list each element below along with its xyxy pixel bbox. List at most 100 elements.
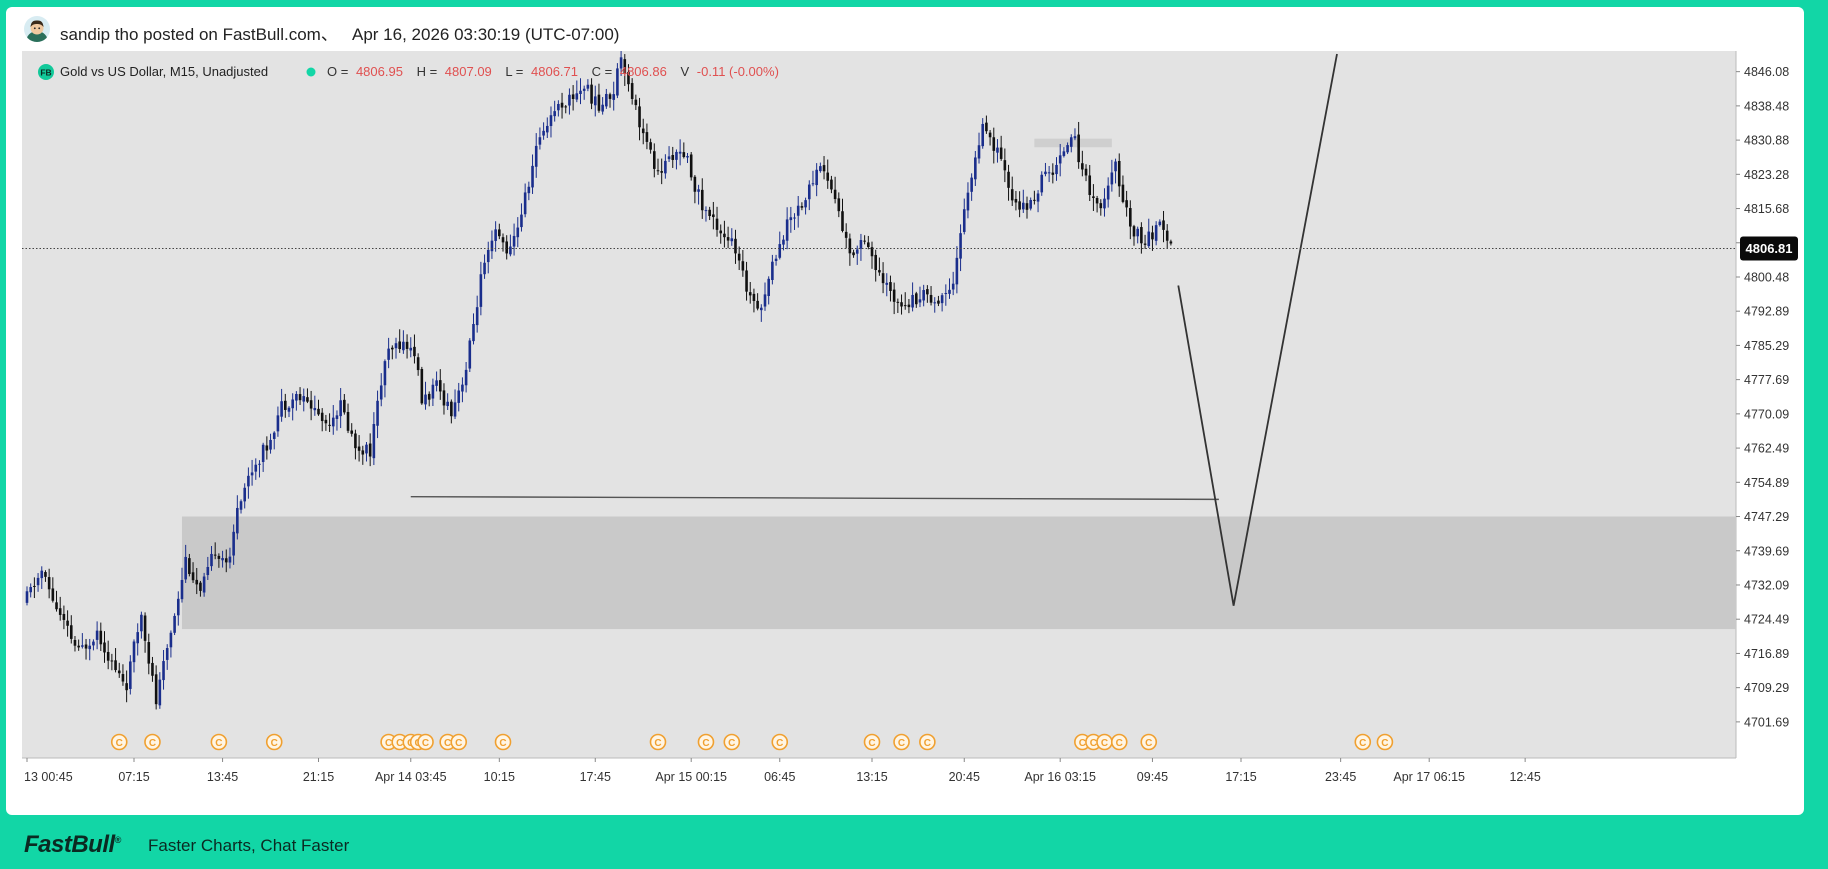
candle	[1103, 188, 1106, 217]
candle	[295, 391, 298, 411]
candle	[387, 337, 390, 369]
avatar[interactable]	[24, 16, 50, 42]
post-timestamp: Apr 16, 2026 03:30:19 (UTC-07:00)	[352, 25, 620, 44]
candle	[737, 246, 741, 271]
economic-event-icon[interactable]: C	[723, 733, 741, 751]
candle	[771, 254, 774, 285]
chart[interactable]: CCCCCCCCCCCCCCCCCCCCCCCCCC 4846.08 4838.4…	[0, 0, 1828, 815]
candle	[501, 233, 505, 252]
economic-event-icon[interactable]: C	[1376, 733, 1394, 751]
economic-event-icon[interactable]: C	[1140, 733, 1158, 751]
price-tick-label: 4709.29	[1744, 681, 1789, 695]
svg-text:O = 4806.95 H =: O = 4806.95 H = 4807.09 L = 4806.71 C = …	[327, 64, 779, 79]
candle	[1018, 191, 1021, 218]
candle	[191, 562, 195, 583]
economic-event-icon[interactable]: C	[863, 733, 881, 751]
candle	[1132, 224, 1136, 246]
legend-v-label: V	[680, 64, 689, 79]
candle	[1040, 171, 1044, 196]
candle	[33, 577, 36, 599]
economic-event-icon[interactable]: C	[919, 733, 936, 751]
candle	[261, 442, 265, 472]
support-line[interactable]	[410, 495, 1219, 501]
economic-event-icon[interactable]: C	[1110, 733, 1128, 751]
economic-event-icon[interactable]: C	[893, 733, 910, 751]
candle	[250, 459, 254, 486]
svg-text:C: C	[728, 738, 735, 749]
supply-zone-small[interactable]	[1034, 138, 1112, 148]
candle	[339, 388, 342, 429]
candle	[498, 223, 501, 240]
economic-event-icon[interactable]: C	[1096, 733, 1113, 751]
economic-event-icon[interactable]: C	[771, 733, 789, 751]
candle	[1007, 164, 1010, 201]
candle	[40, 566, 44, 589]
legend-symbol[interactable]: Gold vs US Dollar, M15, Unadjusted	[60, 64, 268, 79]
price-tick-label: 4739.69	[1744, 544, 1789, 558]
svg-text:C: C	[1145, 738, 1152, 749]
candle	[25, 586, 29, 606]
candle	[914, 291, 918, 308]
candle	[228, 547, 232, 569]
economic-event-icon[interactable]: C	[110, 733, 128, 751]
candle	[346, 403, 350, 434]
economic-event-icon[interactable]: C	[697, 733, 715, 751]
drawings-zone-layer	[181, 138, 1736, 630]
candle	[62, 605, 66, 630]
candle	[892, 282, 896, 315]
candle	[413, 334, 416, 364]
price-tick-label: 4770.09	[1744, 407, 1789, 421]
candle	[354, 429, 357, 460]
candle	[114, 648, 117, 673]
economic-event-icon[interactable]: C	[649, 733, 667, 751]
projection-path[interactable]	[1177, 53, 1338, 606]
candle	[416, 353, 420, 376]
candle	[741, 250, 745, 277]
candle	[1029, 197, 1032, 211]
candle	[593, 85, 597, 117]
candle	[638, 97, 641, 141]
demand-zone[interactable]	[181, 516, 1736, 630]
time-tick-label: 06:45	[764, 770, 795, 784]
candle	[1022, 189, 1025, 213]
candle	[224, 549, 228, 573]
candle	[313, 395, 317, 416]
legend-o-value: 4806.95	[356, 64, 403, 79]
economic-event-icon[interactable]: C	[494, 733, 512, 751]
fastbull-badge-icon	[38, 64, 54, 80]
time-axis[interactable]	[22, 758, 1736, 786]
candle	[1143, 234, 1147, 249]
candle	[169, 630, 173, 658]
candle	[1069, 134, 1073, 153]
post-author[interactable]: sandip tho posted on FastBull.com、	[60, 25, 338, 44]
economic-event-icon[interactable]: C	[450, 733, 468, 751]
candle	[391, 345, 394, 360]
economic-event-icon[interactable]: C	[265, 733, 283, 751]
plot-area[interactable]	[22, 51, 1736, 758]
economic-event-icon[interactable]: C	[1354, 733, 1372, 751]
candle	[479, 261, 483, 316]
candle	[424, 381, 427, 410]
candle	[1095, 195, 1099, 213]
candle	[682, 142, 686, 159]
fastbull-logo[interactable]: FastBull®	[24, 831, 121, 859]
candle	[173, 613, 176, 636]
candle	[796, 195, 800, 228]
candle	[929, 286, 933, 306]
candle	[357, 435, 361, 462]
candle	[512, 223, 516, 256]
economic-event-icon[interactable]: C	[210, 733, 228, 751]
candle	[1121, 175, 1125, 204]
candle	[907, 299, 911, 314]
price-axis[interactable]	[1736, 51, 1804, 758]
economic-event-icon[interactable]: C	[417, 733, 434, 751]
candle	[819, 162, 822, 173]
candle	[468, 338, 472, 372]
candle	[291, 393, 294, 421]
time-tick-label: 10:15	[484, 770, 515, 784]
candle	[232, 524, 235, 565]
candle	[365, 442, 368, 462]
economic-event-icon[interactable]: C	[144, 733, 161, 751]
market-status-dot	[306, 67, 316, 77]
candle	[51, 577, 55, 603]
